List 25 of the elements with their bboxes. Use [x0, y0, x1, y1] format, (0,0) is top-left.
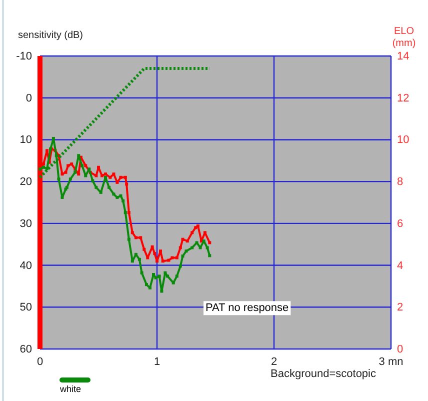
y2-tick-label: 6 — [397, 218, 404, 230]
y2-tick-label: 14 — [397, 50, 410, 63]
y-tick-label: 10 — [20, 134, 32, 146]
annotation: PAT no response — [206, 302, 289, 314]
y2-tick-label: 2 — [397, 302, 404, 314]
y-tick-label: 50 — [20, 302, 32, 314]
x-tick-label: 2 — [270, 356, 278, 368]
y2-tick-label: 10 — [397, 134, 410, 146]
y-tick-label: 0 — [26, 92, 32, 104]
text: Background=scotopic — [270, 368, 376, 380]
y-axis-title: sensitivity (dB) — [18, 30, 84, 41]
y2-tick-label: 12 — [397, 92, 410, 104]
y2-axis-title: ELO (mm) — [392, 26, 416, 49]
legend-label: white — [59, 384, 82, 394]
y-tick-label: 40 — [20, 260, 32, 272]
x-tick-label: 0 — [36, 356, 44, 368]
y2-tick-label: 0 — [397, 344, 404, 356]
y-tick-label: -10 — [16, 50, 32, 63]
y2-tick-label: 8 — [397, 176, 404, 188]
x-tick-label: 3 mn — [378, 356, 404, 368]
y2-tick-label: 4 — [397, 260, 404, 272]
y-tick-label: 60 — [20, 344, 32, 356]
y-tick-label: 20 — [20, 176, 32, 188]
y-tick-label: 30 — [20, 218, 32, 230]
x-tick-label: 1 — [154, 356, 160, 368]
